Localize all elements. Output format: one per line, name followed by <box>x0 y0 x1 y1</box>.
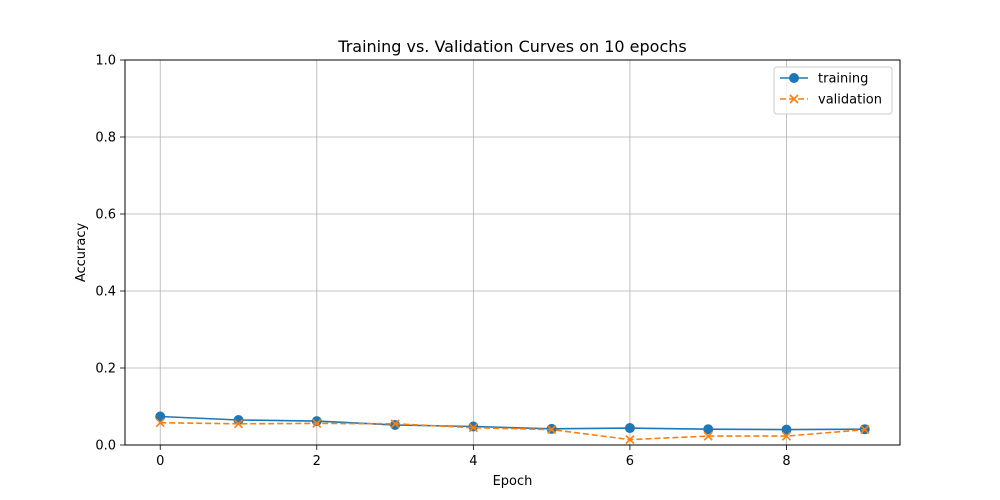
data-point-training <box>781 424 792 435</box>
y-tick-label: 0.2 <box>95 362 116 377</box>
legend-entries: training validation <box>780 72 882 108</box>
x-tick-label: 0 <box>156 454 164 469</box>
data-point-validation <box>312 418 322 429</box>
series-line-training <box>160 415 865 431</box>
data-point-validation <box>155 418 165 428</box>
legend-label-training: training <box>818 72 868 87</box>
y-axis-label: Accuracy <box>74 223 89 283</box>
y-tick-label: 0.8 <box>95 131 116 146</box>
data-series <box>155 411 870 445</box>
axis-ticks: 0 2 4 6 8 0.0 0.2 0.4 0.6 0.8 1.0 <box>95 54 790 470</box>
x-tick-label: 6 <box>626 454 634 469</box>
data-point-validation <box>625 435 635 445</box>
data-point-training <box>390 419 401 430</box>
data-point-validation <box>468 423 478 433</box>
data-point-training <box>703 424 714 435</box>
series-validation <box>155 418 870 445</box>
data-point-validation <box>233 419 244 429</box>
data-point-training <box>624 423 635 434</box>
y-tick-label: 0.0 <box>95 439 116 454</box>
y-tick-label: 1.0 <box>95 54 116 69</box>
data-point-training <box>155 411 166 422</box>
data-point-training <box>468 421 479 432</box>
data-point-validation <box>781 431 792 441</box>
x-axis-label: Epoch <box>493 474 533 489</box>
y-tick-label: 0.4 <box>95 285 116 300</box>
legend-label-validation: validation <box>818 93 882 108</box>
series-line-validation <box>160 421 865 441</box>
x-tick-label: 8 <box>782 454 790 469</box>
legend-marker-validation <box>789 94 799 104</box>
x-tick-label: 2 <box>313 454 321 469</box>
x-tick-label: 4 <box>469 454 477 469</box>
legend-marker-training <box>789 73 799 83</box>
y-tick-label: 0.6 <box>95 208 116 223</box>
data-point-validation <box>703 431 713 441</box>
data-point-validation <box>547 425 557 435</box>
chart-title: Training vs. Validation Curves on 10 epo… <box>337 37 686 56</box>
data-point-validation <box>860 425 870 435</box>
legend: training validation <box>773 66 893 115</box>
plot-frame <box>124 59 901 446</box>
data-point-validation <box>390 419 400 429</box>
